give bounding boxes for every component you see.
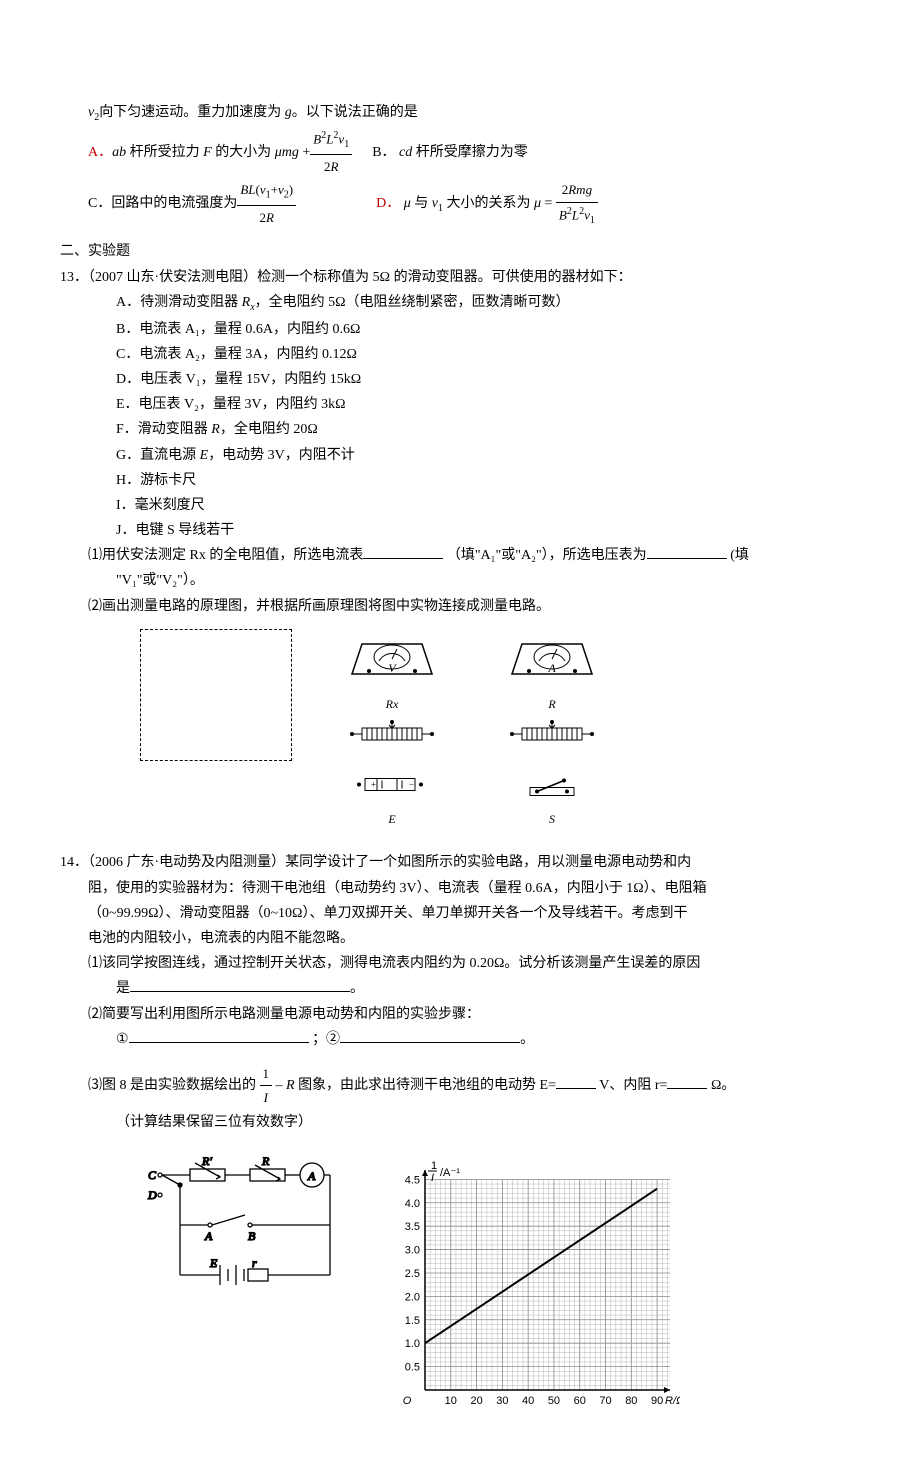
svg-text:/A⁻¹: /A⁻¹: [440, 1167, 460, 1179]
blank-q14-step1[interactable]: [129, 1028, 309, 1043]
q13-itemB: B．电流表 A₁，量程 0.6A，内阻约 0.6Ω: [60, 317, 860, 342]
blank-q14-step2[interactable]: [340, 1028, 520, 1043]
svg-text:I: I: [431, 1172, 434, 1184]
svg-text:2.0: 2.0: [405, 1291, 420, 1303]
blank-emf[interactable]: [556, 1074, 596, 1089]
q14-part2a: ⑵简要写出利用图所示电路测量电源电动势和内阻的实验步骤：: [60, 1002, 860, 1027]
svg-text:0.5: 0.5: [405, 1361, 420, 1373]
q12-options-row2: C． 回路中的电流强度为 BL(v1+v2) 2R D． μ 与 v1 大小的关…: [60, 178, 860, 229]
q12-preamble: v2向下匀速运动。重力加速度为 g。以下说法正确的是: [60, 100, 860, 127]
q14-part2b: ① ；②。: [60, 1027, 860, 1052]
svg-text:C: C: [148, 1168, 157, 1182]
resistor-rx: Rx: [347, 694, 437, 760]
svg-text:E: E: [209, 1256, 218, 1270]
svg-text:4.0: 4.0: [405, 1198, 420, 1210]
q14-figures: C R' R A D: [60, 1155, 860, 1424]
ammeter-icon: A: [507, 629, 597, 684]
svg-text:+: +: [371, 779, 376, 789]
q14-graph: 0.5 1.0 1.5 2.0 2.5 3.0 3.5 4.0 4.5 10 20 30 40 50 60 7…: [380, 1155, 660, 1424]
q13-itemF: F．滑动变阻器 R，全电阻约 20Ω: [60, 417, 860, 442]
q14-part3: ⑶图 8 是由实验数据绘出的 1 I – R 图象，由此求出待测干电池组的电动势…: [60, 1062, 860, 1110]
q14-stem1: 14．（2006 广东·电动势及内阻测量）某同学设计了一个如图所示的实验电路，用…: [60, 850, 860, 875]
q13-part1-cont: "V₁"或"V₂"）。: [60, 568, 860, 593]
q13-diagram-area: V A Rx R: [140, 629, 860, 831]
switch-s: S: [522, 770, 582, 831]
q13-itemH: H．游标卡尺: [60, 468, 860, 493]
q13-itemG: G．直流电源 E，电动势 3V，内阻不计: [60, 443, 860, 468]
svg-text:B: B: [248, 1229, 256, 1243]
q13-itemA: A．待测滑动变阻器 Rx，全电阻约 5Ω（电阻丝绕制紧密，匝数清晰可数）: [60, 290, 860, 317]
q13-itemD: D．电压表 V₁，量程 15V，内阻约 15kΩ: [60, 367, 860, 392]
q14-stem3: （0~99.99Ω）、滑动变阻器（0~10Ω）、单刀双掷开关、单刀单掷开关各一个…: [60, 901, 860, 926]
svg-text:1: 1: [431, 1160, 437, 1172]
svg-text:60: 60: [574, 1395, 586, 1407]
q12-optD-fraction: 2Rmg B2L2v1: [556, 178, 598, 229]
q14-part1b: 是。: [60, 976, 860, 1001]
svg-text:O: O: [403, 1395, 412, 1407]
svg-text:2.5: 2.5: [405, 1268, 420, 1280]
svg-text:1.5: 1.5: [405, 1315, 420, 1327]
resistor-r: R: [507, 694, 597, 760]
svg-text:A: A: [547, 661, 556, 675]
components-grid: V A Rx R: [322, 629, 622, 831]
svg-text:10: 10: [445, 1395, 457, 1407]
svg-text:A: A: [204, 1229, 213, 1243]
svg-text:80: 80: [625, 1395, 637, 1407]
svg-text:R': R': [201, 1155, 212, 1168]
blank-q14-reason[interactable]: [130, 977, 350, 992]
battery-e: +− E: [347, 770, 437, 831]
section2-title: 二、实验题: [60, 239, 860, 264]
svg-text:D: D: [147, 1188, 157, 1202]
svg-text:1.0: 1.0: [405, 1338, 420, 1350]
svg-text:3.5: 3.5: [405, 1221, 420, 1233]
q13-itemI: I．毫米刻度尺: [60, 493, 860, 518]
svg-text:R/Ω: R/Ω: [665, 1395, 680, 1407]
svg-text:50: 50: [548, 1395, 560, 1407]
blank-voltmeter[interactable]: [647, 544, 727, 559]
q12-optC-fraction: BL(v1+v2) 2R: [237, 178, 296, 229]
svg-text:−: −: [409, 779, 414, 789]
q14-stem4: 电池的内阻较小，电流表的内阻不能忽略。: [60, 926, 860, 951]
q13-part2: ⑵画出测量电路的原理图，并根据所画原理图将图中实物连接成测量电路。: [60, 594, 860, 619]
q12-optD-label: D．: [376, 196, 400, 211]
svg-text:3.0: 3.0: [405, 1244, 420, 1256]
q13-itemJ: J．电键 S 导线若干: [60, 518, 860, 543]
svg-text:A: A: [307, 1169, 316, 1183]
blank-ammeter[interactable]: [363, 544, 443, 559]
q14-part1: ⑴该同学按图连线，通过控制开关状态，测得电流表内阻约为 0.20Ω。试分析该测量…: [60, 951, 860, 976]
svg-text:70: 70: [599, 1395, 611, 1407]
svg-text:R: R: [261, 1155, 270, 1168]
svg-text:90: 90: [651, 1395, 663, 1407]
svg-text:r: r: [252, 1256, 257, 1270]
circuit-sketch-box[interactable]: [140, 629, 292, 761]
blank-r[interactable]: [667, 1074, 707, 1089]
voltmeter-icon: V: [347, 629, 437, 684]
svg-text:40: 40: [522, 1395, 534, 1407]
q12-optC-label: C．: [88, 191, 111, 216]
q14-part3-note: （计算结果保留三位有效数字）: [60, 1110, 860, 1135]
q13-stem: 13．（2007 山东·伏安法测电阻）检测一个标称值为 5Ω 的滑动变阻器。可供…: [60, 265, 860, 290]
q13-part1: ⑴用伏安法测定 Rx 的全电阻值，所选电流表 （填"A₁"或"A₂"），所选电压…: [60, 543, 860, 568]
q14-stem2: 阻，使用的实验器材为：待测干电池组（电动势约 3V）、电流表（量程 0.6A，内…: [60, 876, 860, 901]
q12-optA-fraction: B2L2v1 2R: [310, 127, 352, 178]
svg-text:30: 30: [496, 1395, 508, 1407]
q12-optB-label: B．: [372, 145, 395, 160]
q12-options-row1: A． ab 杆所受拉力 F 的大小为 μmg + B2L2v1 2R B． cd…: [60, 127, 860, 178]
svg-text:4.5: 4.5: [405, 1174, 420, 1186]
q12-optA-label: A．: [88, 140, 112, 165]
svg-text:20: 20: [470, 1395, 482, 1407]
q14-circuit-diagram: C R' R A D: [140, 1155, 340, 1304]
q13-itemE: E．电压表 V₂，量程 3V，内阻约 3kΩ: [60, 392, 860, 417]
q13-itemC: C．电流表 A₂，量程 3A，内阻约 0.12Ω: [60, 342, 860, 367]
q14-part3-frac: 1 I: [260, 1062, 273, 1110]
